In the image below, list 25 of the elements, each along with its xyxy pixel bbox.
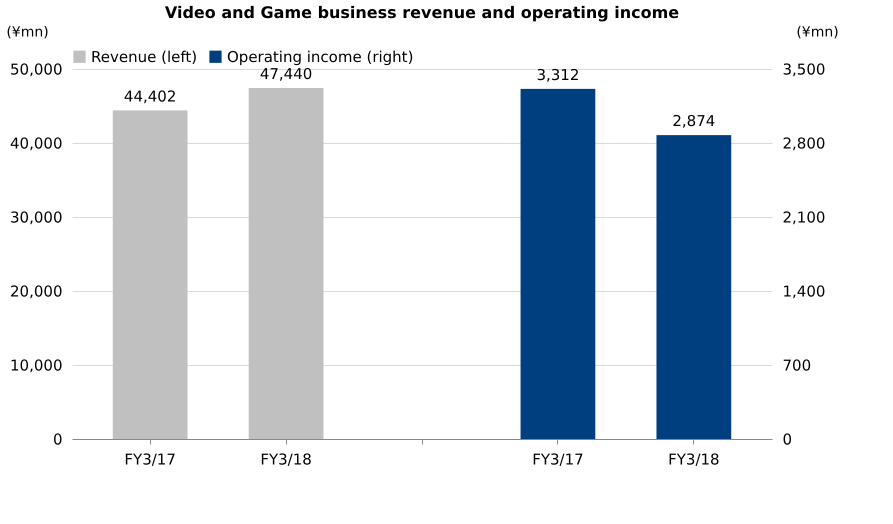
- y-tick-label: 0: [52, 430, 62, 448]
- chart-title: Video and Game business revenue and operating income: [164, 3, 680, 22]
- data-label: 47,440: [260, 64, 312, 83]
- x-tick-label: FY3/17: [532, 450, 584, 468]
- data-label: 3,312: [536, 66, 580, 84]
- data-label: 44,402: [124, 87, 176, 106]
- y-tick-label: 40,000: [10, 134, 62, 152]
- y-tick-label: 10,000: [10, 356, 62, 374]
- x-tick-label: FY3/18: [668, 450, 720, 468]
- x-tick-label: FY3/18: [260, 450, 312, 468]
- y2-axis-title: (¥mn): [796, 24, 839, 40]
- data-label: 2,874: [672, 112, 716, 130]
- legend-label: Revenue (left): [91, 48, 198, 66]
- y2-tick-label: 3,500: [782, 60, 826, 78]
- y-axis-title: (¥mn): [6, 24, 49, 40]
- x-tick-label: FY3/17: [124, 450, 176, 468]
- y2-tick-label: 700: [782, 356, 812, 374]
- y-tick-label: 30,000: [10, 208, 62, 226]
- y2-tick-label: 0: [782, 430, 792, 448]
- y2-tick-label: 1,400: [782, 282, 826, 300]
- y2-tick-label: 2,100: [782, 208, 826, 226]
- y-tick-label: 20,000: [10, 282, 62, 300]
- legend-label: Operating income (right): [227, 48, 414, 66]
- y2-tick-label: 2,800: [782, 134, 826, 152]
- y-tick-label: 50,000: [10, 60, 62, 78]
